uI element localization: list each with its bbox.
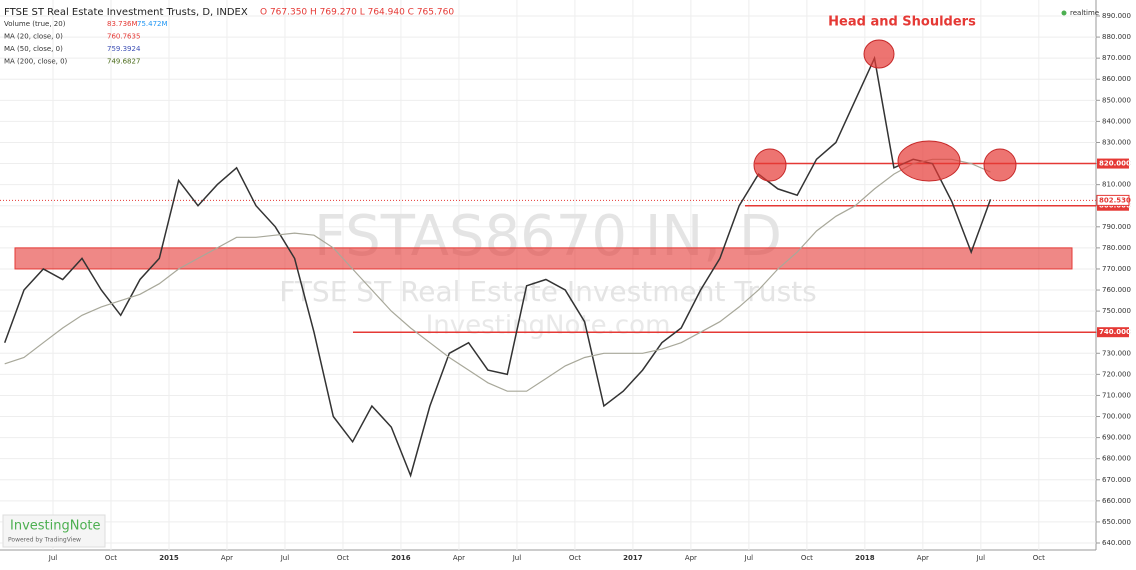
x-tick-label: Oct [337,554,349,562]
indicator-value: 749.6827 [107,58,140,66]
last-price-tag [1096,194,1130,206]
shoulder-circle [983,148,1017,182]
status-dot [1061,10,1067,16]
head-circle [863,39,895,69]
watermark-site: InvestingNote.com [426,311,671,341]
level-label: 740.000 [1099,328,1131,336]
x-tick-label: Apr [685,554,697,562]
y-tick-label: 780.000 [1102,244,1131,252]
y-tick-label: 700.000 [1102,413,1131,421]
y-tick-label: 760.000 [1102,286,1131,294]
last-price-label: 802.530 [1099,196,1131,204]
indicator-value: 83.736M [107,20,138,28]
x-tick-label: Oct [569,554,581,562]
y-tick-label: 860.000 [1102,75,1131,83]
x-tick-label: Oct [801,554,813,562]
x-tick-label: 2017 [623,554,643,562]
x-tick-label: Apr [221,554,233,562]
y-tick-label: 870.000 [1102,54,1131,62]
shoulder-circle [897,140,961,182]
powered-by: Powered by TradingView [8,537,81,544]
level-tag [1097,158,1129,169]
y-tick-label: 640.000 [1102,539,1131,547]
x-tick-label: 2018 [855,554,875,562]
x-tick-label: Jul [512,554,522,562]
level-tag [1097,327,1129,338]
y-tick-label: 790.000 [1102,223,1131,231]
y-tick-label: 890.000 [1102,12,1131,20]
x-tick-label: Jul [744,554,754,562]
y-tick-label: 690.000 [1102,434,1131,442]
x-tick-label: Oct [105,554,117,562]
x-tick-label: Apr [917,554,929,562]
y-tick-label: 730.000 [1102,349,1131,357]
x-tick-label: Jul [48,554,58,562]
y-tick-label: 850.000 [1102,96,1131,104]
y-tick-label: 830.000 [1102,138,1131,146]
y-tick-label: 670.000 [1102,476,1131,484]
y-tick-label: 750.000 [1102,307,1131,315]
y-tick-label: 660.000 [1102,497,1131,505]
indicator-name: MA (50, close, 0) [4,45,63,53]
ohlc: O 767.350 H 769.270 L 764.940 C 765.760 [260,8,454,18]
y-tick-label: 880.000 [1102,33,1131,41]
indicator-name: MA (20, close, 0) [4,33,63,41]
y-tick-label: 650.000 [1102,518,1131,526]
brand: InvestingNote [10,519,101,534]
indicator-value: 760.7635 [107,33,140,41]
indicator-name: Volume (true, 20) [4,20,66,28]
indicator-name: MA (200, close, 0) [4,58,68,66]
indicator-value: 759.3924 [107,45,141,53]
x-tick-label: Oct [1033,554,1045,562]
brand-box [2,514,106,548]
y-tick-label: 770.000 [1102,265,1131,273]
y-tick-label: 810.000 [1102,181,1131,189]
support-zone [14,247,1073,270]
y-tick-label: 710.000 [1102,391,1131,399]
pattern-marks [753,39,1017,182]
x-tick-label: 2016 [391,554,411,562]
x-tick-label: Jul [976,554,986,562]
title: FTSE ST Real Estate Investment Trusts, D… [4,7,248,18]
x-tick-label: Apr [453,554,465,562]
y-tick-label: 720.000 [1102,370,1131,378]
status: realtime [1070,9,1099,17]
indicator-value: 75.472M [137,20,168,28]
series-line [4,158,991,392]
x-tick-label: Jul [280,554,290,562]
y-tick-label: 680.000 [1102,455,1131,463]
shoulder-circle [753,148,787,182]
x-tick-label: 2015 [159,554,179,562]
level-label: 820.000 [1099,160,1131,168]
y-tick-label: 840.000 [1102,117,1131,125]
series-line [3,55,992,478]
annotation: Head and Shoulders [828,15,976,30]
